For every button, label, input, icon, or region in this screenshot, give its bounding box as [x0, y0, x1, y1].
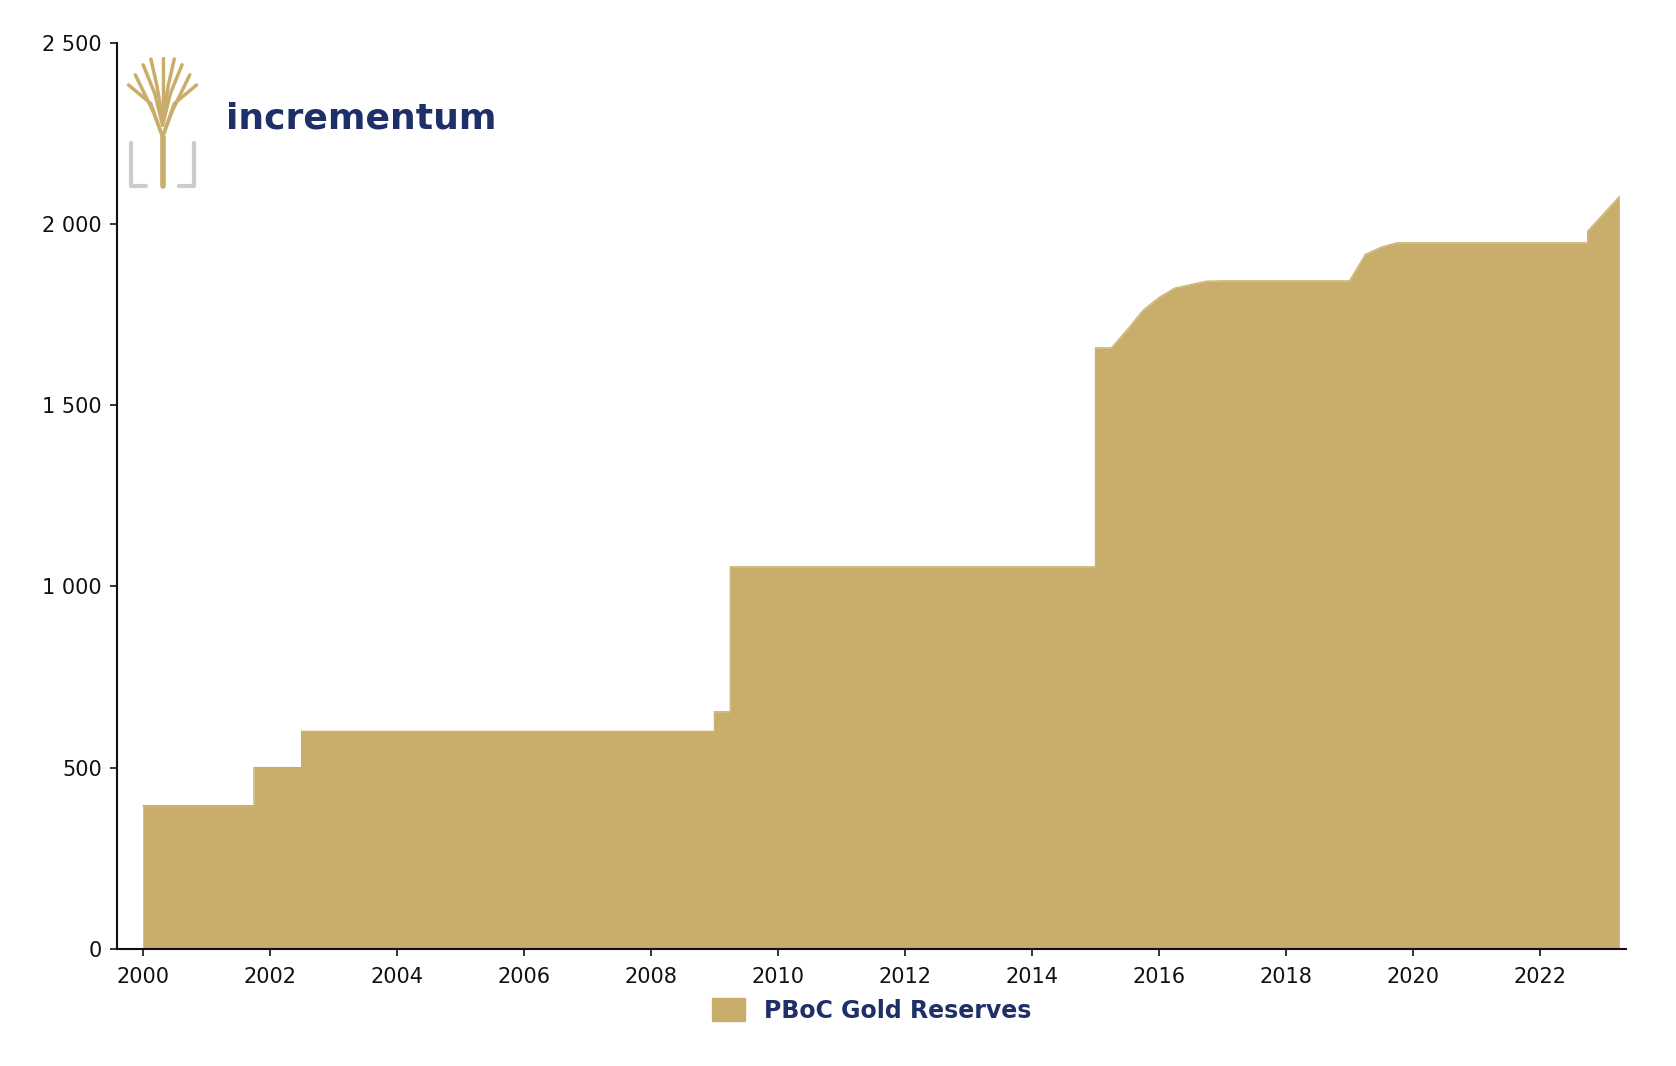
Text: incrementum: incrementum	[226, 101, 496, 135]
Legend: PBoC Gold Reserves: PBoC Gold Reserves	[702, 989, 1041, 1032]
